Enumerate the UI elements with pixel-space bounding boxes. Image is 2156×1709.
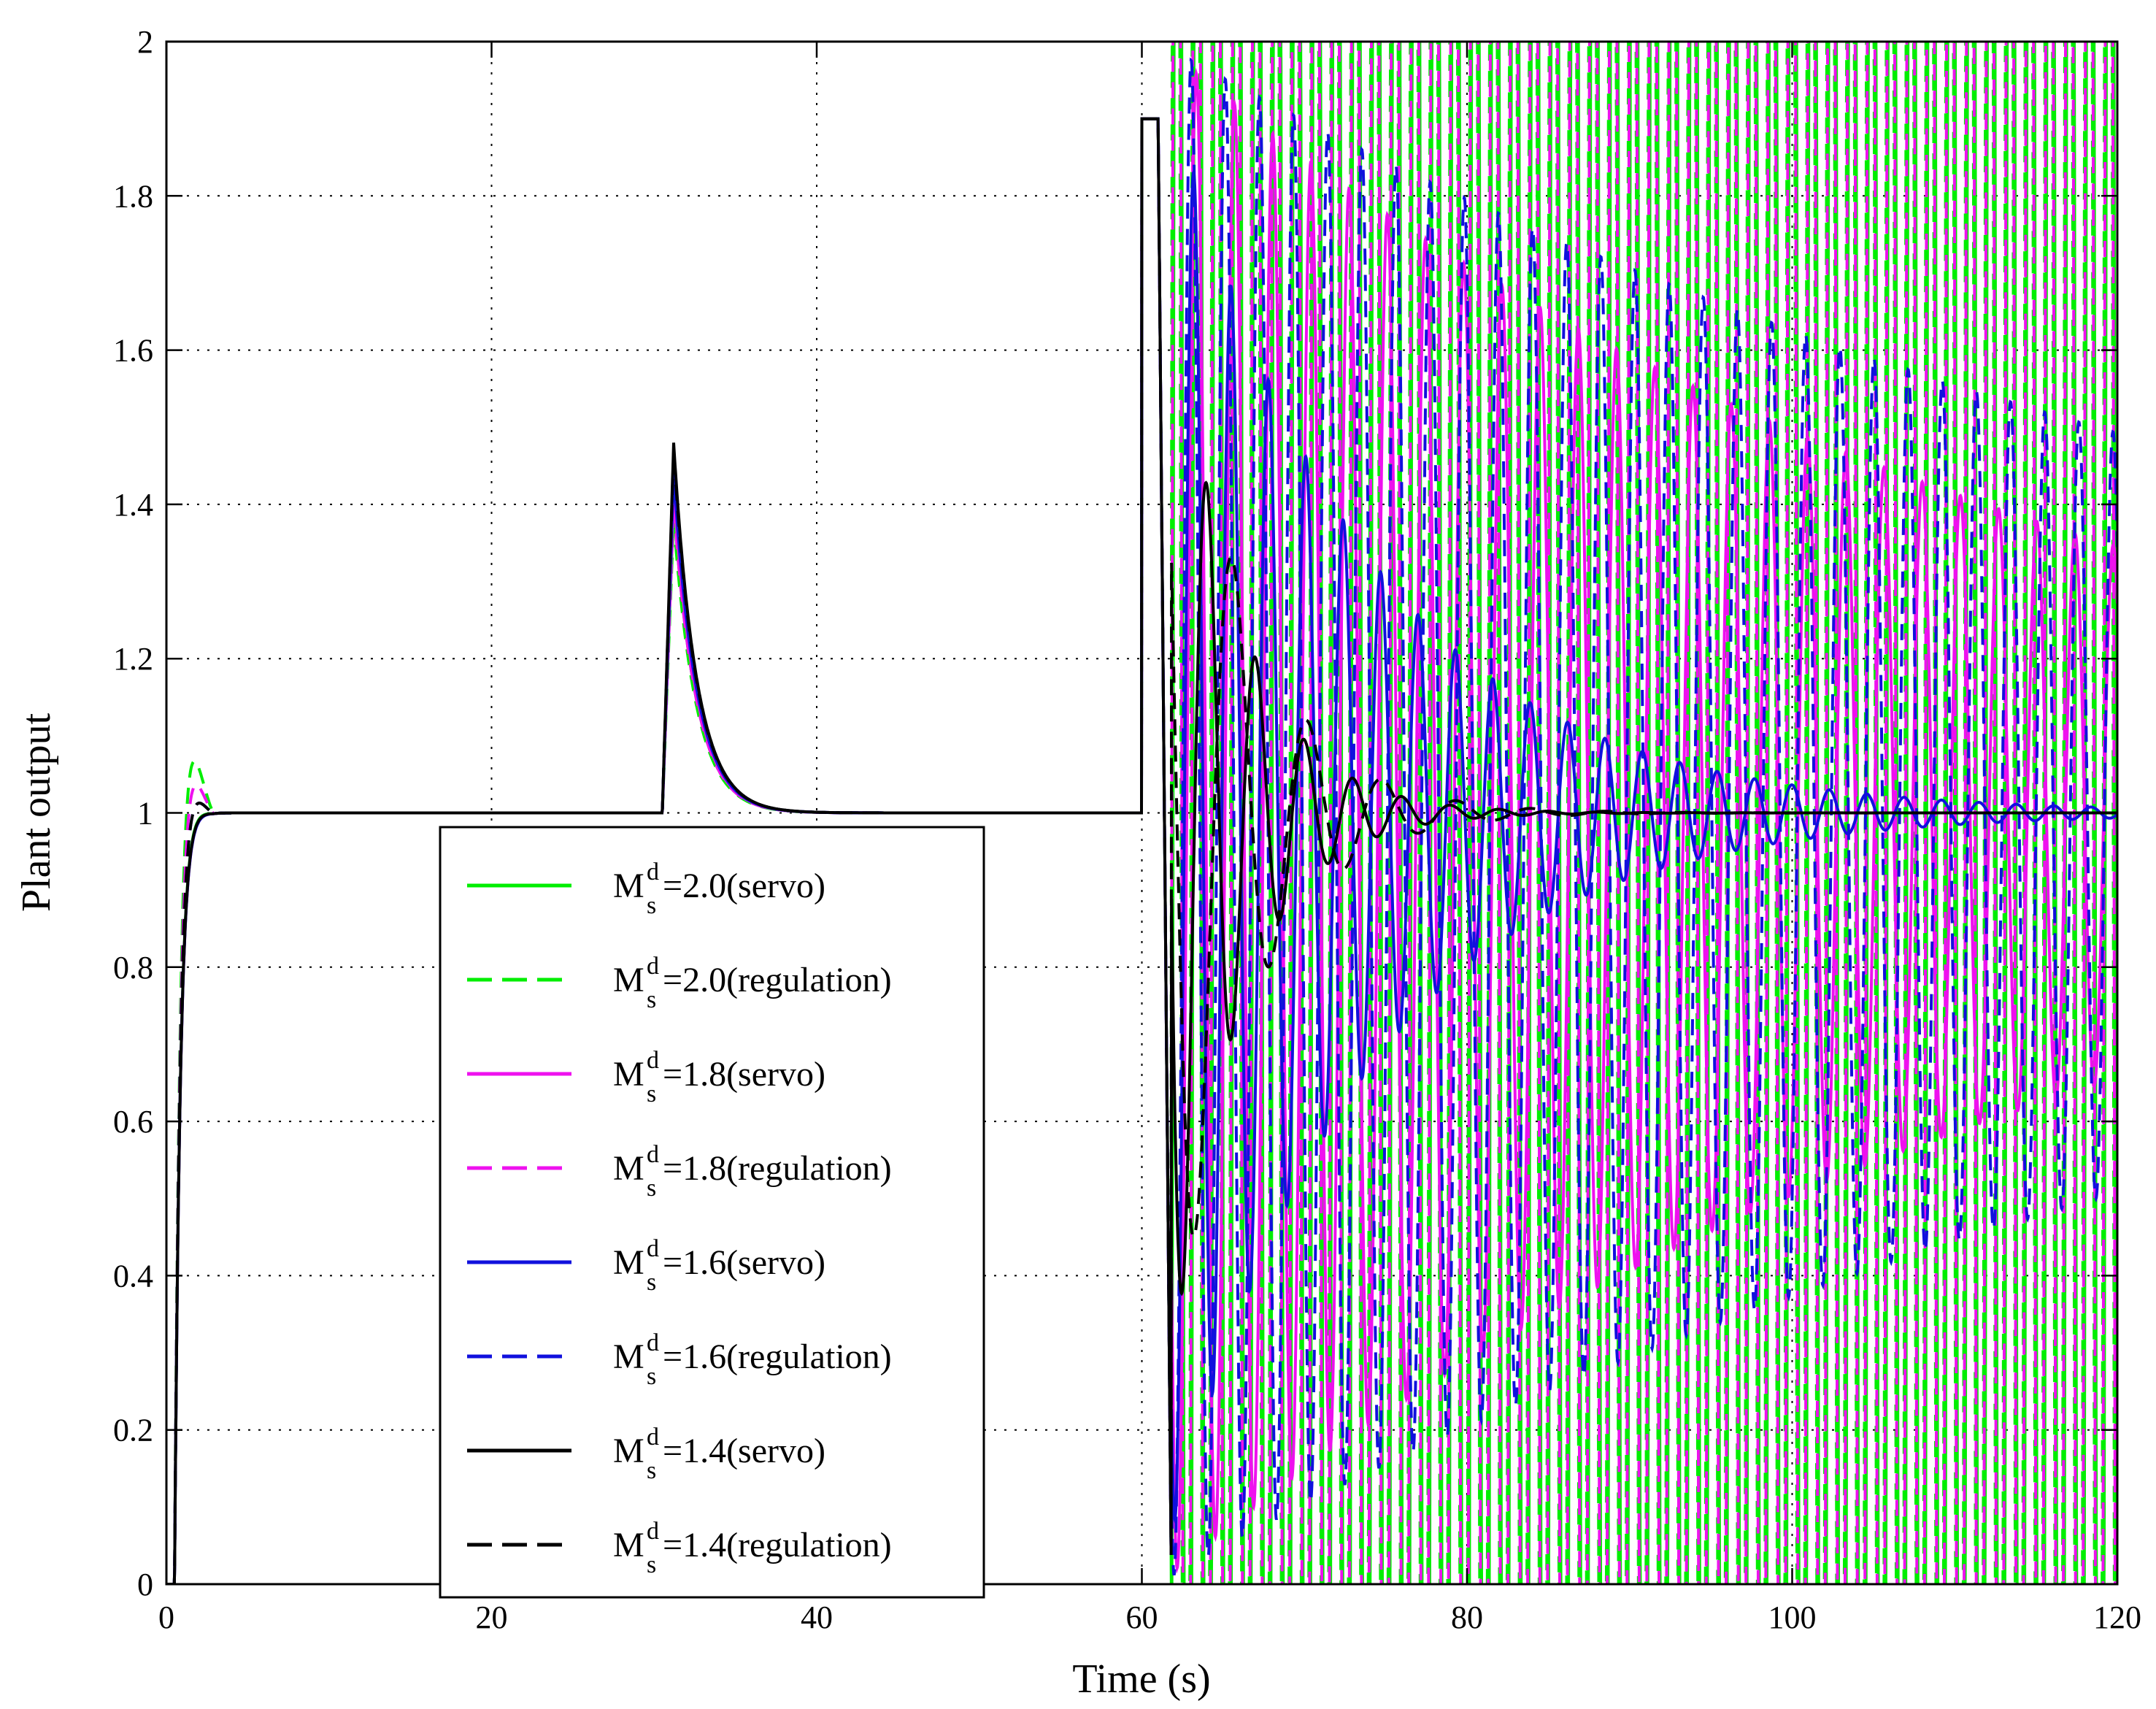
x-tick-label: 120 — [2093, 1599, 2141, 1635]
legend-label-main: M — [613, 1055, 644, 1094]
legend-label-rest: =1.4(servo) — [663, 1432, 825, 1470]
tick-labels: 0 20 40 60 80 100 120 0 0.2 0.4 0.6 0.8 1 1.2 1.4 1.6 1.… — [113, 24, 2141, 1635]
legend-label-main: M — [613, 961, 644, 999]
x-tick-label: 20 — [476, 1599, 508, 1635]
x-tick-label: 60 — [1126, 1599, 1158, 1635]
series-layer — [166, 42, 2117, 1584]
legend-label-sub: s — [647, 892, 656, 919]
legend-label-sup: d — [647, 953, 659, 980]
legend-box — [439, 826, 985, 1599]
x-tick-label: 100 — [1768, 1599, 1817, 1635]
series-line — [166, 117, 2117, 1584]
legend-label-sub: s — [647, 1457, 656, 1484]
legend-label-rest: =1.8(regulation) — [663, 1149, 892, 1188]
legend-label-sub: s — [647, 1363, 656, 1390]
legend-label-sup: d — [647, 1329, 659, 1356]
y-axis-title: Plant output — [14, 713, 59, 912]
legend-label-rest: =1.6(servo) — [663, 1243, 825, 1282]
legend-label-sub: s — [647, 986, 656, 1013]
legend-label-sup: d — [647, 1424, 659, 1451]
legend-label-rest: =2.0(regulation) — [663, 961, 892, 999]
legend-label-main: M — [613, 1243, 644, 1282]
y-tick-label: 1.6 — [113, 333, 153, 369]
legend-label-sub: s — [647, 1269, 656, 1296]
legend-label-rest: =1.8(servo) — [663, 1055, 825, 1094]
legend-label-sub: s — [647, 1175, 656, 1202]
legend-label-sub: s — [647, 1551, 656, 1578]
legend-label-sup: d — [647, 859, 659, 886]
legend-label-sup: d — [647, 1047, 659, 1074]
y-tick-label: 1.4 — [113, 487, 153, 523]
y-tick-label: 0 — [137, 1567, 153, 1602]
legend-label-rest: =2.0(servo) — [663, 867, 825, 905]
legend-label-main: M — [613, 867, 644, 905]
legend-label-sup: d — [647, 1235, 659, 1262]
y-tick-label: 0.8 — [113, 950, 153, 986]
y-tick-label: 1 — [137, 796, 153, 832]
legend-label-main: M — [613, 1526, 644, 1564]
legend-label-sub: s — [647, 1080, 656, 1107]
y-tick-label: 0.6 — [113, 1104, 153, 1140]
x-axis-title: Time (s) — [1072, 1656, 1210, 1702]
ticks — [165, 40, 2119, 1586]
legend-label-rest: =1.6(regulation) — [663, 1337, 892, 1376]
legend-label-main: M — [613, 1337, 644, 1376]
y-tick-label: 0.2 — [113, 1413, 153, 1448]
y-tick-label: 1.8 — [113, 178, 153, 214]
y-tick-label: 2 — [137, 24, 153, 60]
x-tick-label: 80 — [1451, 1599, 1483, 1635]
legend-label-sup: d — [647, 1518, 659, 1545]
legend-label-main: M — [613, 1432, 644, 1470]
y-tick-label: 1.2 — [113, 641, 153, 677]
x-tick-label: 0 — [158, 1599, 174, 1635]
x-tick-label: 40 — [801, 1599, 833, 1635]
legend-label-rest: =1.4(regulation) — [663, 1526, 892, 1564]
legend-label-sup: d — [647, 1141, 659, 1168]
legend-label-main: M — [613, 1149, 644, 1188]
y-tick-label: 0.4 — [113, 1258, 153, 1294]
